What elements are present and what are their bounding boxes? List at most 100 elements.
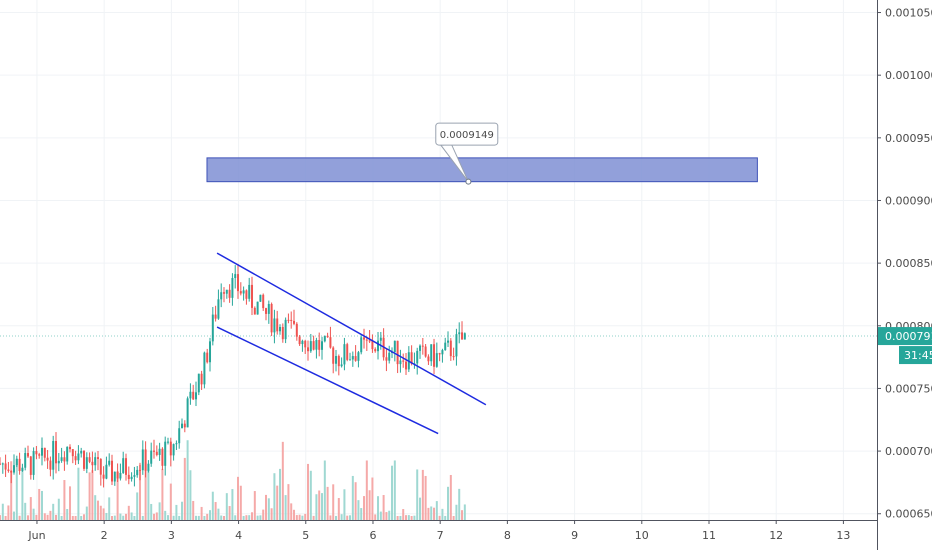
candle-body <box>15 458 18 466</box>
candle-body <box>357 352 360 361</box>
volume-bar <box>318 490 321 520</box>
volume-bar <box>66 509 69 520</box>
volume-bar <box>357 500 360 520</box>
y-tick-label: 0.0010500 <box>885 7 932 20</box>
volume-bar <box>388 510 391 520</box>
candle-body <box>71 449 74 457</box>
candle-body <box>225 289 228 294</box>
candle-body <box>52 441 55 470</box>
volume-bar <box>27 515 30 520</box>
x-tick-label: 2 <box>101 529 108 542</box>
volume-bar <box>83 514 86 520</box>
volume-bar <box>377 496 380 520</box>
volume-bar <box>29 497 32 520</box>
volume-bar <box>287 484 290 520</box>
candle-body <box>147 463 150 471</box>
volume-bar <box>293 509 296 520</box>
price-label-anchor <box>465 178 472 185</box>
candle-body <box>326 335 329 338</box>
volume-bar <box>433 507 436 520</box>
candle-body <box>164 441 167 466</box>
candle-body <box>433 344 436 367</box>
candle-body <box>144 449 147 471</box>
candle-body <box>234 274 237 279</box>
candle-body <box>393 340 396 352</box>
volume-bar <box>141 515 144 520</box>
volume-bar <box>32 508 35 520</box>
volume-bar <box>55 514 58 520</box>
candle-body <box>197 373 200 393</box>
candle-body <box>295 323 298 337</box>
volume-bar <box>438 515 441 520</box>
candle-body <box>200 373 203 385</box>
volume-bar <box>267 498 270 520</box>
volume-bar <box>214 502 217 520</box>
candle-body <box>209 341 212 363</box>
candle-body <box>323 335 326 342</box>
candle-body <box>206 352 209 363</box>
volume-bar <box>147 469 150 520</box>
candle-body <box>32 451 35 475</box>
candle-body <box>340 364 343 367</box>
y-tick-label: 0.0007500 <box>885 382 932 395</box>
volume-bar <box>175 504 178 520</box>
candle-body <box>276 318 279 332</box>
y-tick-label: 0.0010000 <box>885 69 932 82</box>
volume-bar <box>122 515 125 520</box>
candle-body <box>161 448 164 466</box>
volume-bar <box>413 515 416 520</box>
volume-bar <box>18 515 21 520</box>
volume-bar <box>298 514 301 520</box>
price-label-box <box>435 122 499 146</box>
volume-bar <box>295 515 298 520</box>
candle-body <box>217 299 220 319</box>
candle-body <box>91 461 94 466</box>
candle-body <box>27 453 30 457</box>
candle-body <box>315 339 318 350</box>
volume-bar <box>57 498 60 520</box>
volume-bar <box>309 470 312 520</box>
candle-body <box>186 398 189 428</box>
volume-bar <box>200 506 203 520</box>
candle-body <box>248 284 251 299</box>
volume-bar <box>116 471 119 520</box>
volume-bar <box>444 515 447 520</box>
x-tick-label: 8 <box>504 529 511 542</box>
volume-bar <box>133 515 136 520</box>
volume-bar <box>399 515 402 520</box>
volume-bar <box>329 515 332 520</box>
volume-bar <box>349 515 352 520</box>
volume-bar <box>186 440 189 520</box>
candle-body <box>351 356 354 360</box>
volume-bar <box>461 510 464 520</box>
volume-bar <box>169 483 172 520</box>
candle-body <box>363 337 366 340</box>
candle-body <box>63 457 66 462</box>
volume-bar <box>119 513 122 520</box>
volume-bar <box>105 512 108 520</box>
candle-body <box>337 356 340 367</box>
volume-bar <box>88 472 91 520</box>
candle-body <box>158 448 161 455</box>
volume-bar <box>155 512 158 520</box>
volume-bar <box>452 515 455 520</box>
x-tick-label: 10 <box>635 529 649 542</box>
volume-bar <box>139 464 142 520</box>
candle-body <box>424 346 427 357</box>
volume-bar <box>301 515 304 520</box>
candle-body <box>113 471 116 482</box>
x-tick-label: 3 <box>168 529 175 542</box>
drawings: 0.0009149 <box>206 122 758 435</box>
volume-bar <box>52 503 55 520</box>
candle-body <box>379 337 382 341</box>
candle-body <box>304 340 307 348</box>
candle-body <box>94 457 97 466</box>
volume-bar <box>405 515 408 520</box>
volume-bar <box>195 515 198 520</box>
volume-bar <box>284 495 287 520</box>
volume-bar <box>281 441 284 520</box>
candle-body <box>452 356 455 358</box>
